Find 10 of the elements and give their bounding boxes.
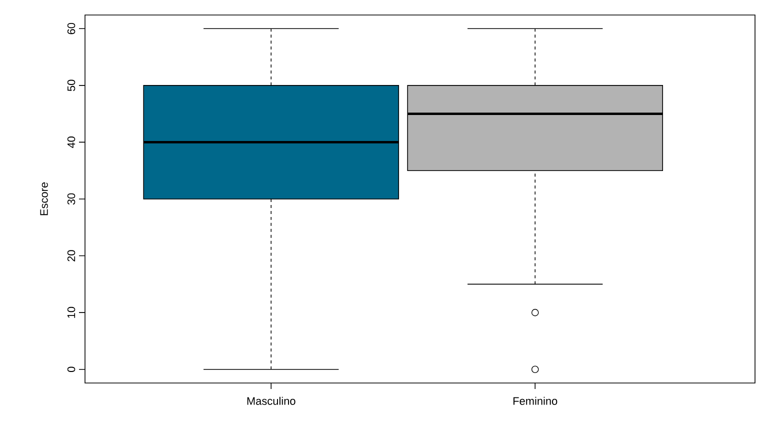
y-axis-title: Escore (40, 182, 48, 216)
y-tick-label: 10 (67, 306, 76, 318)
y-tick-label: 20 (67, 250, 76, 262)
x-tick-label: Masculino (247, 396, 296, 405)
y-tick-label: 50 (67, 80, 76, 92)
y-tick-label: 40 (67, 136, 76, 148)
y-tick-label: 0 (67, 366, 76, 372)
y-tick-label: 30 (67, 193, 76, 205)
x-tick-label: Feminino (513, 396, 558, 405)
y-tick-label: 60 (67, 22, 76, 34)
